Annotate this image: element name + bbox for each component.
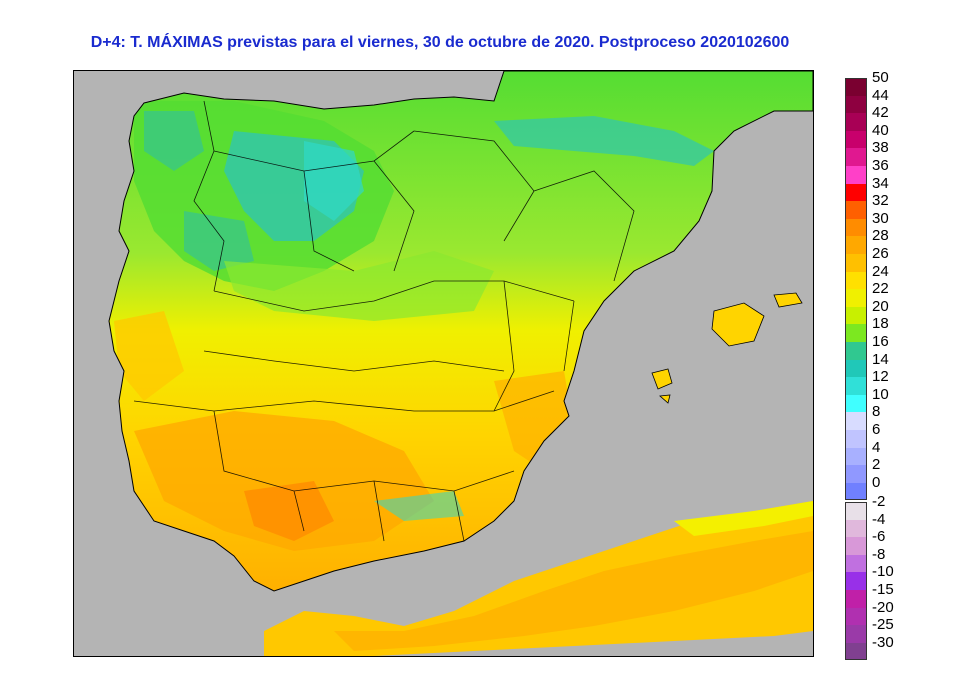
legend-swatch-upper-3: [845, 130, 867, 149]
legend-label: 16: [872, 333, 889, 350]
legend-swatch-upper-18: [845, 394, 867, 413]
legend-label: -20: [872, 598, 894, 616]
legend-swatch-upper-7: [845, 201, 867, 219]
legend-swatch-upper-5: [845, 166, 867, 184]
legend-label: 20: [872, 297, 889, 315]
legend-label: -6: [872, 528, 886, 546]
africa-land: [264, 501, 813, 656]
legend-swatch-upper-13: [845, 306, 867, 325]
legend-label: -30: [872, 633, 894, 651]
legend-label: 8: [872, 403, 881, 421]
legend-swatch-upper-12: [845, 289, 867, 307]
legend-swatch-upper-22: [845, 465, 867, 483]
legend-swatch-upper-10: [845, 254, 867, 272]
map-title: D+4: T. MÁXIMAS previstas para el vierne…: [90, 34, 790, 51]
legend-swatch-upper-19: [845, 412, 867, 430]
legend-label: 42: [872, 104, 889, 122]
legend-label: 30: [872, 209, 889, 227]
legend-swatch-lower-6: [845, 607, 867, 626]
legend-swatch-lower-3: [845, 554, 867, 573]
menorca: [773, 292, 803, 308]
legend-label: -15: [872, 581, 894, 598]
legend-swatch-upper-6: [845, 183, 867, 202]
legend-label: 36: [872, 157, 889, 174]
legend-swatch-upper-11: [845, 271, 867, 290]
legend-label: 44: [872, 86, 889, 104]
legend-swatch-upper-8: [845, 218, 867, 237]
legend-label: 18: [872, 315, 889, 333]
legend-swatch-lower-8: [845, 642, 867, 661]
legend-swatch-upper-1: [845, 95, 867, 114]
legend-swatch-upper-14: [845, 324, 867, 342]
legend-label: 4: [872, 438, 881, 456]
legend-label: 24: [872, 262, 889, 280]
legend-label: -25: [872, 616, 894, 634]
legend-label: 50: [872, 69, 889, 86]
color-scale-legend: 50 44 42 40 38 36 34 32 30 28 26 24 22 20 18 16 14 12 10 8 6…: [845, 70, 965, 661]
legend-label: 2: [872, 456, 881, 474]
legend-label: 38: [872, 139, 889, 157]
legend-label: 0: [872, 473, 881, 491]
legend-swatch-upper-17: [845, 377, 867, 395]
legend-label: 40: [872, 121, 889, 139]
temperature-map: [73, 70, 814, 657]
legend-label: -10: [872, 563, 894, 581]
legend-swatch-upper-15: [845, 342, 867, 360]
formentera: [659, 394, 671, 404]
legend-swatch-lower-2: [845, 537, 867, 555]
legend-swatch-upper-9: [845, 236, 867, 254]
legend-swatch-lower-5: [845, 590, 867, 608]
legend-swatch-upper-2: [845, 113, 867, 131]
legend-label: -2: [872, 493, 886, 510]
legend-label: 6: [872, 421, 881, 438]
legend-label: 26: [872, 245, 889, 262]
legend-label: 32: [872, 192, 889, 210]
legend-swatch-lower-1: [845, 519, 867, 538]
mallorca: [711, 302, 765, 347]
legend-label: -4: [872, 510, 886, 528]
legend-swatch-lower-7: [845, 625, 867, 643]
legend-swatch-upper-23: [845, 482, 867, 501]
legend-label: 22: [872, 280, 889, 298]
legend-label: 34: [872, 174, 889, 192]
legend-swatch-upper-21: [845, 447, 867, 466]
legend-swatch-upper-4: [845, 148, 867, 166]
legend-label: 14: [872, 350, 889, 368]
legend-label: 10: [872, 385, 889, 403]
legend-swatch-upper-20: [845, 430, 867, 448]
legend-swatch-lower-4: [845, 572, 867, 590]
ibiza: [651, 368, 673, 390]
legend-label: 12: [872, 368, 889, 386]
legend-swatch-lower-0: [845, 502, 867, 520]
legend-label: -8: [872, 545, 886, 563]
legend-label: 28: [872, 227, 889, 245]
legend-swatch-upper-16: [845, 359, 867, 378]
legend-swatch-upper-0: [845, 78, 867, 96]
